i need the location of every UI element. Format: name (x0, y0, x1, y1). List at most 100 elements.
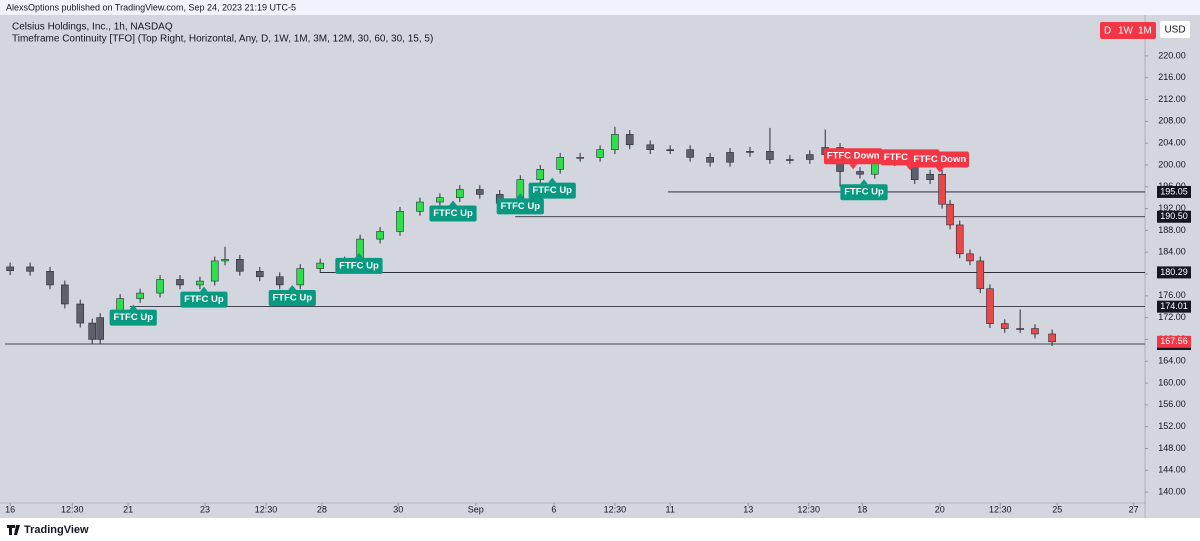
candle-body (666, 149, 674, 151)
annotation-box (840, 184, 888, 201)
candle-body (1048, 333, 1056, 343)
publisher: AlexsOptions published on TradingView.co… (6, 2, 296, 12)
annotation-pointer (935, 167, 944, 173)
logo (7, 525, 20, 535)
candle-body (210, 260, 219, 282)
candle-body (296, 268, 305, 286)
chart-subtitle: Timeframe Continuity [TFO] (Top Right, H… (12, 34, 433, 45)
x-tick-label: 12:30 (604, 504, 627, 514)
last-price-box (1157, 335, 1191, 348)
timeframe-box (1100, 22, 1156, 39)
candle-body (396, 210, 404, 232)
y-tick-label: 172.00 (1158, 312, 1186, 322)
x-tick-label: 13 (743, 504, 753, 514)
level-label-box (1157, 210, 1191, 223)
candle-body (96, 317, 104, 340)
footer-brand: TradingView (24, 524, 89, 536)
candle-body (436, 197, 444, 203)
annotation-pointer (129, 304, 138, 310)
level-label-box (1157, 185, 1191, 198)
candle-body (476, 189, 484, 195)
candle-body (376, 231, 384, 240)
timeframe: D (1104, 26, 1111, 37)
candle-body (766, 151, 774, 160)
candle-body (955, 224, 964, 255)
y-tick-label: 192.00 (1158, 203, 1186, 213)
annotation: FTFC Up (433, 208, 473, 219)
candle-body (61, 284, 69, 305)
timeframe: 1W (1118, 26, 1134, 37)
candle-body (156, 279, 164, 294)
candle-body (596, 149, 604, 158)
x-tick-label: 23 (200, 504, 210, 514)
annotation: FTFC Up (339, 260, 379, 271)
candle-body (686, 149, 694, 158)
candle-body (946, 203, 954, 226)
y-tick-label: 156.00 (1158, 399, 1186, 409)
x-tick-label: 12:30 (797, 504, 820, 514)
candle-body (236, 258, 244, 272)
y-tick-label: 220.00 (1158, 50, 1186, 60)
annotation-pointer (849, 164, 858, 170)
candle-body (416, 201, 424, 212)
y-tick-label: 148.00 (1158, 443, 1186, 453)
candle-body (196, 280, 204, 286)
annotation: FTFC Up (184, 294, 224, 305)
y-tick-label: 188.00 (1158, 225, 1186, 235)
x-tick-label: 12:30 (61, 504, 84, 514)
annotation: FTFC Up (113, 312, 153, 323)
footer-bar (0, 518, 1200, 541)
annotation-pointer (199, 286, 208, 292)
y-tick-label: 164.00 (1158, 356, 1186, 366)
currency[interactable]: USD (1164, 25, 1185, 36)
header-bar (0, 0, 1200, 15)
candle-body (646, 144, 655, 150)
candle-body (926, 173, 934, 180)
candle-body (976, 260, 985, 290)
x-tick-label: 28 (317, 504, 327, 514)
x-tick-label: 12:30 (989, 504, 1012, 514)
annotation: FTFC Up (500, 201, 540, 212)
candle-body (576, 157, 584, 159)
candle-body (26, 266, 34, 272)
x-tick-label: 16 (5, 504, 15, 514)
annotation-pointer (859, 179, 868, 185)
candle-body (176, 279, 184, 286)
candle-body (556, 157, 564, 170)
candle-body (275, 276, 284, 286)
candle-body (806, 154, 814, 160)
annotation: FTFC Down (913, 154, 966, 165)
candle-body (856, 171, 864, 175)
annotation-pointer (354, 252, 363, 258)
y-tick-label: 176.00 (1158, 290, 1186, 300)
x-tick-label: 6 (551, 504, 556, 514)
x-tick-label: 25 (1052, 504, 1062, 514)
x-tick-label: 12:30 (255, 504, 278, 514)
annotation-pointer (548, 177, 557, 183)
annotation-box (823, 148, 883, 165)
plot-area: D 1W 1M 140.00 144.00 148.00 152.00 156.00 160.0… (5, 22, 1191, 514)
annotation: FTFC Up (532, 185, 572, 196)
annotation-pointer (516, 193, 525, 199)
level-label: 174.01 (1160, 301, 1188, 311)
y-tick-label: 208.00 (1158, 116, 1186, 126)
chart-title: Celsius Holdings, Inc., 1h, NASDAQ (12, 22, 173, 33)
y-tick-label: 212.00 (1158, 94, 1186, 104)
candle-body (625, 134, 634, 146)
candle-body (76, 303, 85, 324)
candle-body (536, 169, 545, 180)
annotation-box (910, 151, 969, 168)
annotation-box (496, 198, 544, 215)
annotation-box (528, 182, 576, 199)
annotation-box (429, 205, 477, 222)
annotation: FTFC Up (844, 187, 884, 198)
candle-body (1016, 328, 1024, 330)
currency-box[interactable] (1160, 21, 1190, 38)
annotation-box (180, 291, 228, 308)
annotation-box (335, 257, 383, 274)
level-label-box (1157, 266, 1191, 279)
annotation: FTFC Down (827, 151, 880, 162)
